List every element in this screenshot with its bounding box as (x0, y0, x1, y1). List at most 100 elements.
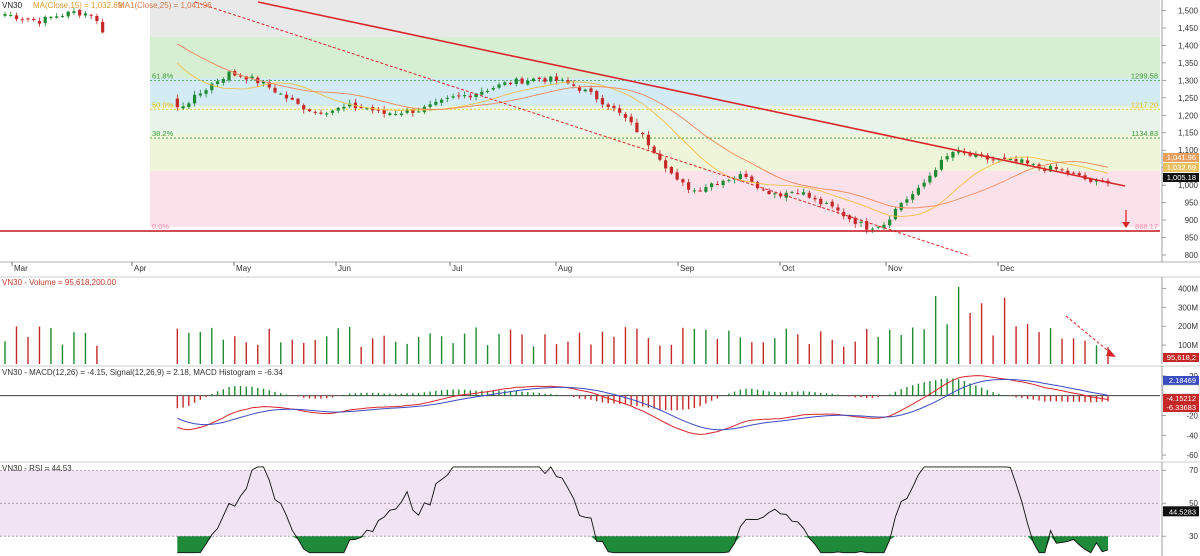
candle-body (474, 93, 478, 98)
candle-body (95, 15, 99, 22)
month-label: Jun (338, 264, 351, 273)
candle-body (14, 15, 19, 20)
fib-band-light (150, 106, 1160, 134)
candle-body (330, 110, 335, 113)
fib-value-label: 1217.20 (1131, 100, 1158, 109)
macd-line (177, 375, 1109, 435)
month-label: Aug (558, 264, 572, 273)
fib-value-label: 868.17 (1135, 222, 1158, 231)
candle-body (893, 208, 898, 220)
month-label: Jul (452, 264, 462, 273)
candle-body (244, 76, 248, 80)
candle-body (595, 91, 599, 100)
candle-body (830, 201, 834, 207)
price-value-boxes: 1,041.961,032.691,005.18 (1163, 153, 1199, 182)
candle-body (187, 103, 191, 108)
candle-body (865, 221, 869, 230)
macd-tick-label: -20 (1186, 411, 1198, 420)
candle-body (394, 113, 398, 115)
candle-body (434, 101, 438, 105)
candle-body (497, 84, 501, 88)
candle-body (807, 192, 811, 198)
candle-body (60, 15, 65, 17)
volume-bars (4, 287, 1109, 364)
month-label: Sep (680, 264, 695, 273)
candle-body (583, 89, 587, 92)
candle-body (554, 76, 559, 81)
candle-body (911, 194, 915, 200)
candle-body (468, 95, 472, 98)
candle-body (618, 108, 622, 113)
candle-body (698, 190, 702, 192)
candle-body (813, 197, 817, 200)
candle-body (198, 93, 202, 96)
rsi-value-box (1163, 506, 1199, 517)
candle-body (43, 16, 47, 24)
price-panel: 61.8% 1299.58 50.0% 1217.20 38.2% 1134.83 0.0%… (0, 0, 1199, 262)
candle-body (302, 105, 306, 110)
month-axis: Mar Apr May Jun Jul Aug Sep Oct Nov Dec (0, 261, 1200, 273)
candle-body (704, 187, 708, 192)
candle-body (669, 167, 673, 174)
candle-body (89, 14, 93, 16)
candle-body (1054, 166, 1058, 170)
candle-body (796, 193, 800, 195)
candle-body (204, 90, 208, 94)
candle-body (1048, 165, 1053, 172)
candle-body (359, 106, 363, 109)
price-tick-label: 1,000 (1178, 181, 1199, 190)
rsi-title: VN30 - RSI = 44.53 (2, 464, 72, 473)
fib-band-pink (150, 171, 1160, 227)
volume-title: VN30 - Volume = 95,618,200.00 (2, 278, 117, 287)
candle-body (1014, 159, 1018, 162)
candle-body (273, 87, 277, 93)
candle-body (1031, 163, 1035, 165)
candle-body (411, 109, 415, 113)
fib-band-top (150, 0, 1160, 37)
macd-tick-label: -60 (1186, 451, 1198, 460)
ma15-label: MA(Close,15) = 1,032.69 (33, 1, 123, 10)
candle-body (462, 95, 467, 97)
price-value-box-label: 1,005.18 (1167, 173, 1196, 182)
price-title: VN30 (2, 1, 23, 10)
candle-body (635, 122, 639, 133)
candle-body (520, 78, 524, 84)
month-label: Nov (888, 264, 902, 273)
candle-body (819, 198, 823, 205)
month-label: Oct (782, 264, 795, 273)
candle-body (336, 107, 340, 111)
month-label: Apr (134, 264, 147, 273)
candle-body (755, 182, 760, 189)
price-tick-label: 900 (1185, 216, 1199, 225)
candle-body (531, 78, 536, 81)
candle-body (681, 179, 685, 183)
candle-body (319, 112, 323, 114)
candle-body (26, 18, 30, 20)
candle-body (836, 207, 840, 211)
candle-body (767, 191, 771, 195)
fib-band-blue (150, 78, 1160, 106)
candle-body (491, 88, 495, 90)
candle-body (428, 104, 432, 108)
candle-body (721, 180, 725, 186)
candle-body (652, 146, 656, 154)
candle-body (675, 172, 679, 180)
volume-tick-label: 400M (1178, 284, 1198, 293)
candle-body (313, 111, 317, 113)
macd-histogram (176, 378, 1109, 411)
candle-body (1020, 159, 1024, 163)
price-tick-label: 1,450 (1178, 24, 1199, 33)
candle-body (175, 98, 179, 108)
candle-body (238, 75, 243, 77)
fib-value-label: 1299.58 (1131, 71, 1158, 80)
candle-body (1077, 173, 1081, 176)
candle-body (824, 202, 829, 204)
candle-body (279, 93, 283, 95)
price-value-box-label: 1,041.96 (1167, 153, 1196, 162)
candle-body (974, 153, 978, 157)
ma25-line (177, 43, 1109, 209)
price-tick-label: 1,150 (1178, 129, 1199, 138)
candle-body (560, 79, 564, 81)
candle-body (365, 108, 369, 110)
candle-body (876, 226, 880, 228)
